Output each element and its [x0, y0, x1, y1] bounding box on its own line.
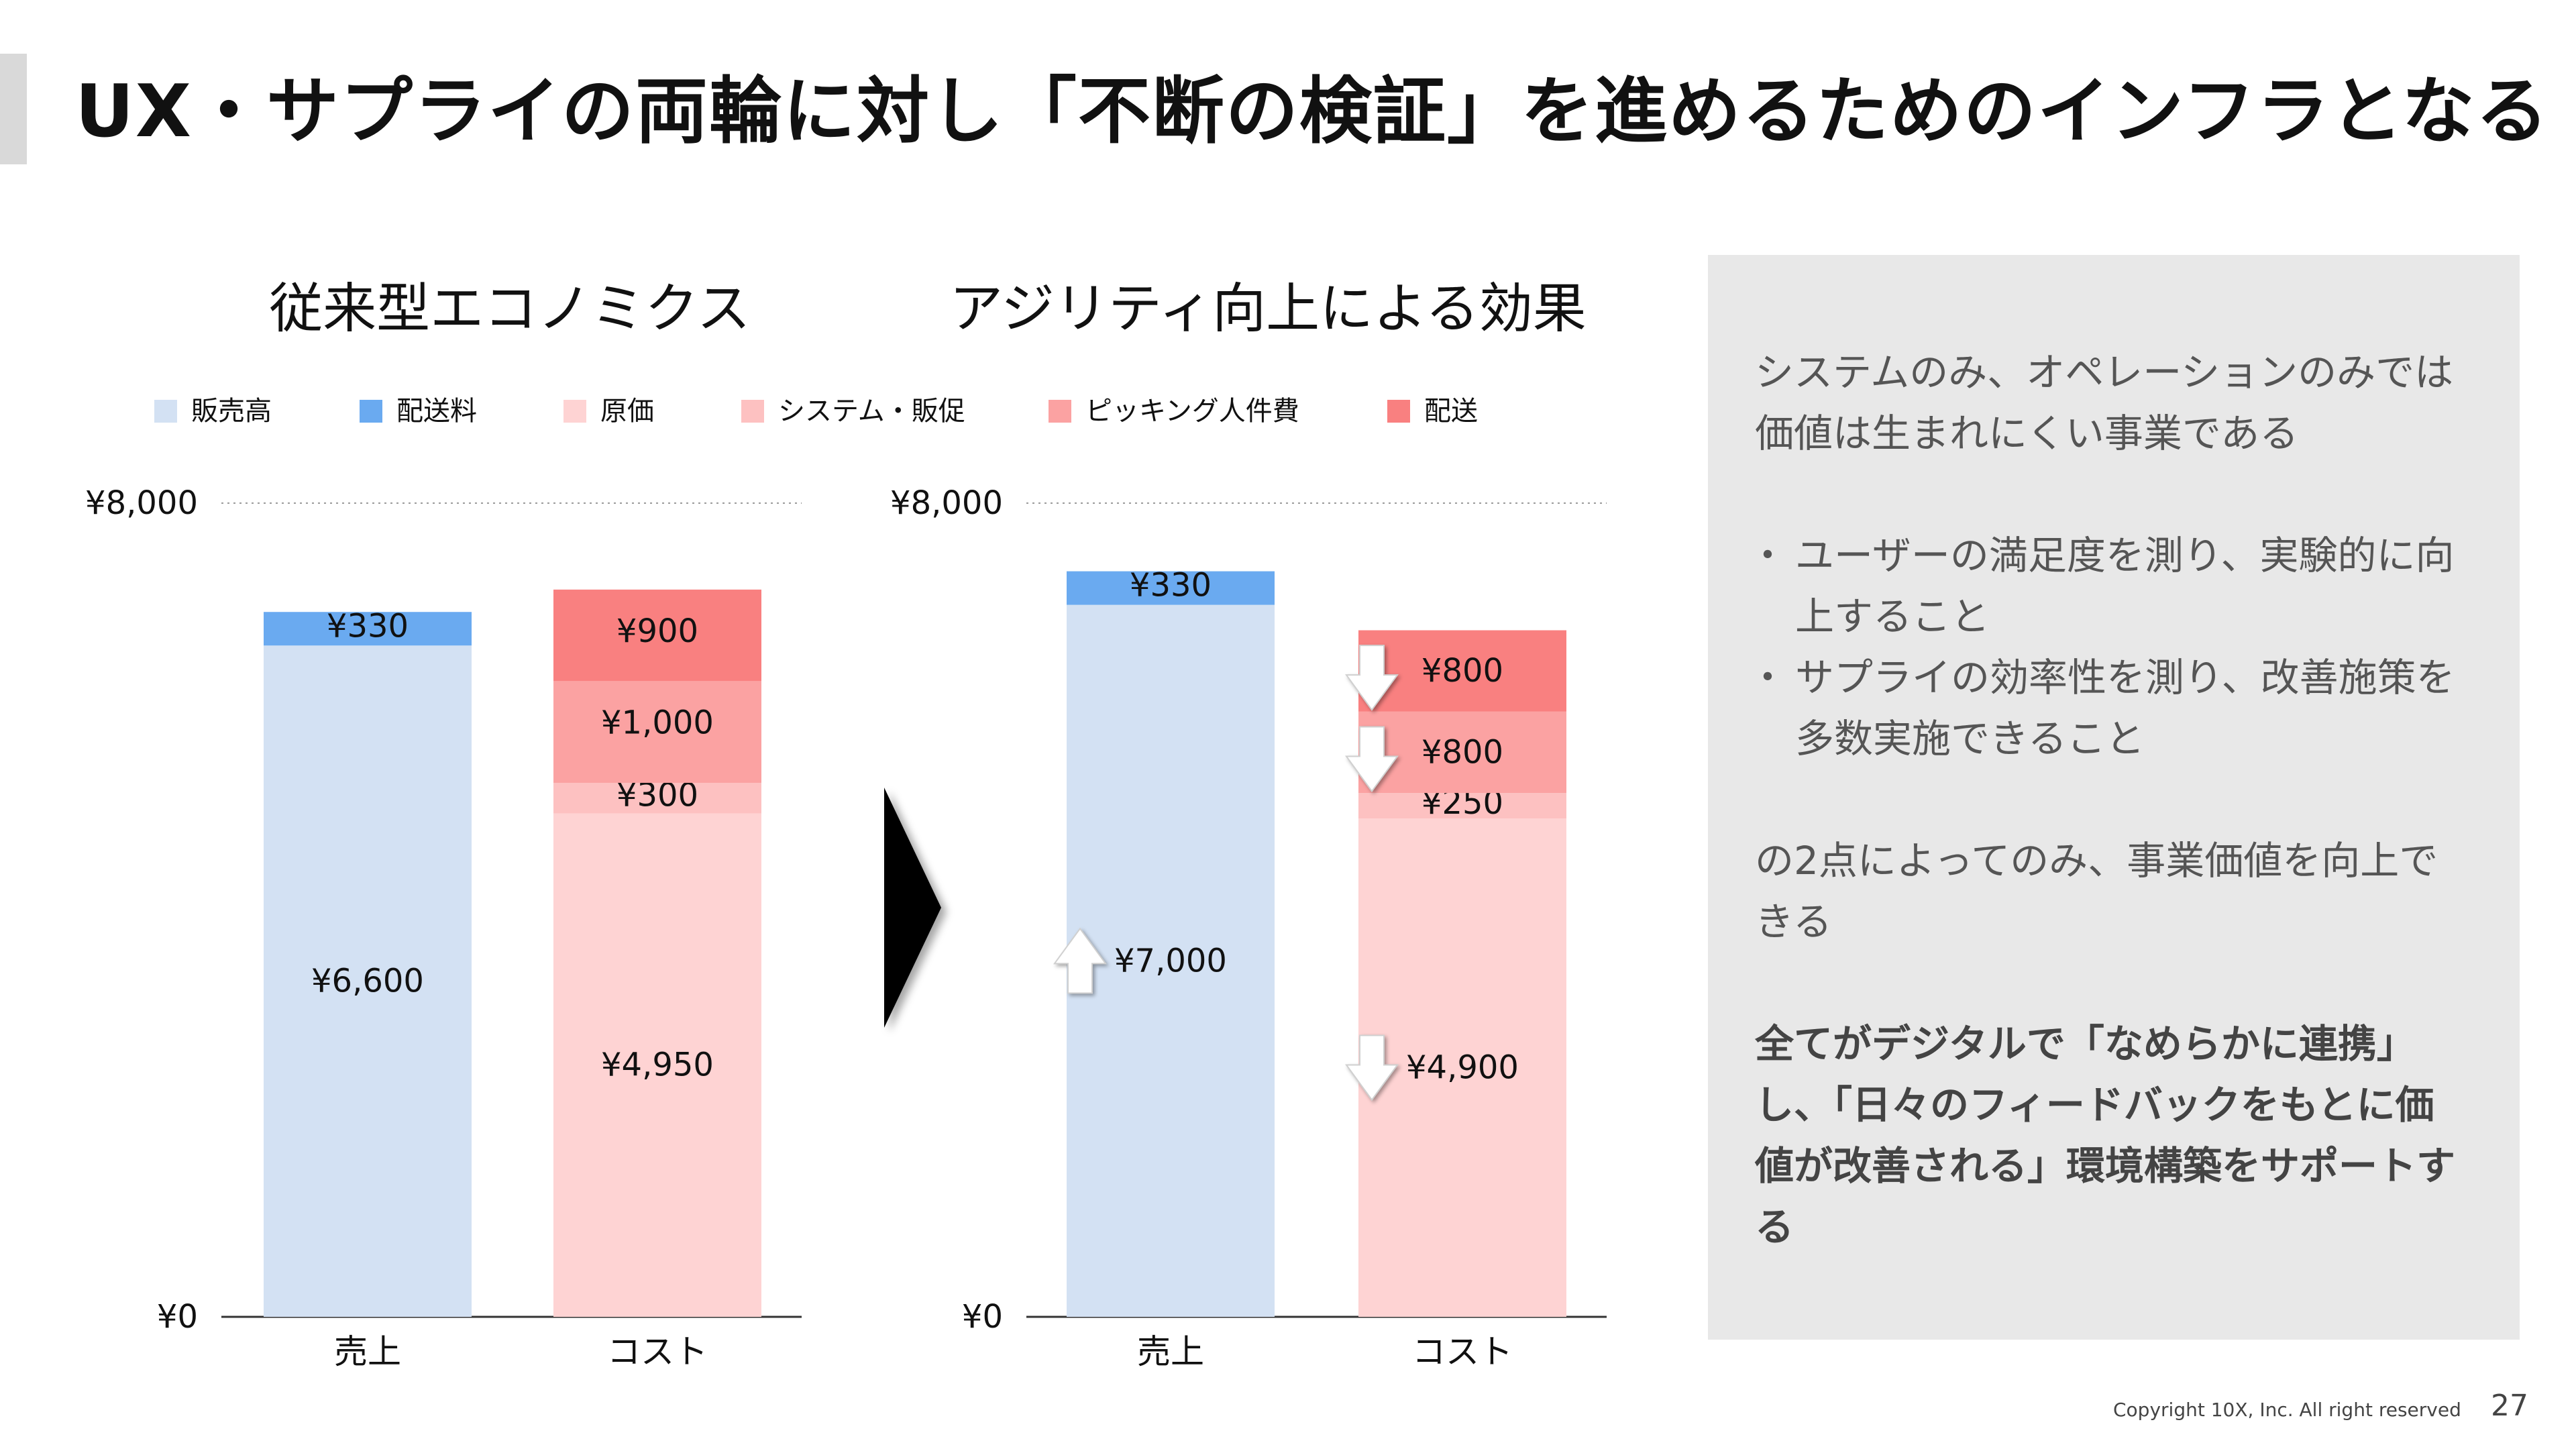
panel-intro: システムのみ、オペレーションのみでは価値は生まれにくい事業である	[1755, 350, 2454, 456]
category-label: コスト	[607, 1332, 708, 1371]
spacer	[1755, 769, 2473, 830]
data-label: ¥1,000	[601, 704, 714, 741]
bar-segment	[264, 612, 472, 646]
arrow-up-icon	[1053, 927, 1107, 994]
panel-middle-text: の2点によってのみ、事業価値を向上できる	[1755, 838, 2438, 945]
arrow-down-icon	[1345, 726, 1399, 793]
panel-bullet-item: ユーザーの満足度を測り、実験的に向上すること	[1748, 525, 2473, 647]
data-label: ¥330	[1130, 567, 1212, 604]
category-label: 売上	[1137, 1332, 1204, 1371]
bar-segment	[553, 782, 761, 814]
transition-chevron	[884, 788, 941, 1028]
page-title: UX・サプライの両輪に対し「不断の検証」を進めるためのインフラとなる	[75, 70, 2550, 154]
y-tick-label: ¥0	[962, 1298, 1003, 1336]
data-label: ¥4,900	[1406, 1049, 1519, 1087]
y-tick-label: ¥0	[157, 1298, 198, 1336]
bar-segment	[553, 813, 761, 1317]
legend-swatch	[564, 400, 586, 423]
y-tick-label: ¥8,000	[85, 484, 198, 522]
chart-title: 従来型エコノミクス	[269, 278, 751, 340]
data-label: ¥300	[616, 777, 698, 814]
y-tick-label: ¥8,000	[890, 484, 1003, 522]
bar-segment	[264, 645, 472, 1317]
data-label: ¥4,950	[601, 1046, 714, 1084]
panel-bullet-item: サプライの効率性を測り、改善施策を多数実施できること	[1748, 647, 2473, 769]
legend-label: 配送料	[396, 396, 477, 427]
copyright-text: Copyright 10X, Inc. All right reserved	[2113, 1399, 2461, 1421]
bar-segment	[1358, 711, 1566, 794]
legend-swatch	[1049, 400, 1071, 423]
title-accent-bar	[0, 54, 27, 164]
legend-label: システム・販促	[778, 396, 965, 427]
summary-panel: システムのみ、オペレーションのみでは価値は生まれにくい事業である ユーザーの満足…	[1708, 255, 2520, 1340]
panel-bullet-list: ユーザーの満足度を測り、実験的に向上すること サプライの効率性を測り、改善施策を…	[1748, 525, 2473, 769]
legend-swatch	[1387, 400, 1410, 423]
spacer	[1755, 953, 2473, 1014]
panel-conclusion: 全てがデジタルで「なめらかに連携」し、「日々のフィードバックをもとに価値が改善さ…	[1755, 1021, 2456, 1250]
bar-segment	[1358, 630, 1566, 712]
bar-segment	[1358, 793, 1566, 819]
legend-swatch	[154, 400, 177, 423]
arrow-down-icon	[1345, 645, 1399, 711]
data-label: ¥800	[1421, 652, 1503, 690]
legend-swatch	[360, 400, 382, 423]
legend-label: 原価	[600, 396, 654, 427]
arrow-down-icon	[1345, 1034, 1399, 1102]
data-label: ¥7,000	[1114, 942, 1227, 979]
bar-segment	[1067, 571, 1275, 605]
legend-label: ピッキング人件費	[1085, 396, 1299, 427]
category-label: コスト	[1412, 1332, 1513, 1371]
spacer	[1755, 464, 2473, 525]
data-label: ¥800	[1421, 733, 1503, 771]
legend-label: 配送	[1424, 396, 1478, 427]
chart-title: アジリティ向上による効果	[949, 278, 1587, 340]
legend-swatch	[741, 400, 764, 423]
legend-label: 販売高	[191, 396, 272, 427]
legend: 販売高 配送料 原価 システム・販促 ピッキング人件費 配送	[154, 396, 1478, 427]
data-label: ¥900	[616, 612, 698, 650]
data-label: ¥6,600	[311, 963, 424, 1000]
bar-segment	[553, 681, 761, 783]
chart-2: アジリティ向上による効果 ¥8,000 ¥0 売上 ¥7,000 ¥330 コスト ¥4,90…	[890, 278, 1607, 1371]
data-label: ¥330	[327, 607, 409, 645]
charts-layer: 従来型エコノミクス ¥8,000 ¥0 売上 ¥6,600 ¥330 コスト ¥4,950 ¥3…	[85, 278, 1607, 1371]
page-number: 27	[2491, 1389, 2528, 1423]
bar-segment	[553, 589, 761, 682]
chart-1: 従来型エコノミクス ¥8,000 ¥0 売上 ¥6,600 ¥330 コスト ¥4,950 ¥3…	[85, 278, 802, 1371]
category-label: 売上	[334, 1332, 401, 1371]
